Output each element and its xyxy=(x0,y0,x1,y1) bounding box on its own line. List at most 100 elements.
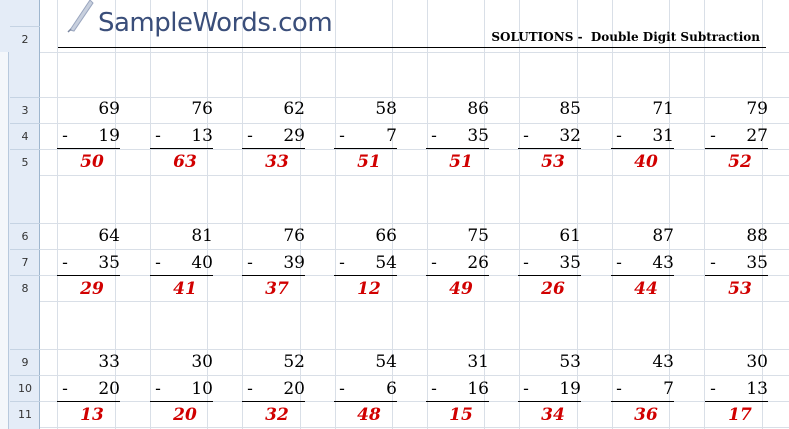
answer-line xyxy=(57,401,120,402)
subtrahend: 13 xyxy=(746,379,768,399)
logo: SampleWords.com xyxy=(48,0,348,46)
title-underline xyxy=(58,47,766,48)
minus-sign: - xyxy=(710,379,716,399)
answer-line xyxy=(611,148,674,149)
grid-vline xyxy=(150,0,151,429)
subtrahend: 7 xyxy=(663,379,674,399)
minus-sign: - xyxy=(155,126,161,146)
grid-vline xyxy=(207,0,208,429)
subtrahend: 39 xyxy=(283,253,305,273)
answer: 26 xyxy=(541,279,565,299)
answer-line xyxy=(242,275,305,276)
grid-hline xyxy=(40,275,789,276)
answer-line xyxy=(518,148,581,149)
subtrahend: 35 xyxy=(746,253,768,273)
grid-hline xyxy=(40,401,789,402)
answer: 51 xyxy=(357,152,381,172)
row-header-8[interactable]: 8 xyxy=(10,275,40,301)
row-header-5[interactable]: 5 xyxy=(10,149,40,175)
minus-sign: - xyxy=(62,253,68,273)
subtrahend: 43 xyxy=(652,253,674,273)
subtrahend: 19 xyxy=(559,379,581,399)
minuend: 71 xyxy=(652,99,674,119)
row-header-7[interactable]: 7 xyxy=(10,249,40,275)
grid-vline xyxy=(704,0,705,429)
minuend: 81 xyxy=(191,226,213,246)
minuend: 88 xyxy=(746,226,768,246)
row-header-strip: 2 3 4 5 6 7 8 9 10 11 xyxy=(0,0,40,429)
answer: 53 xyxy=(541,152,565,172)
subtrahend: 32 xyxy=(559,126,581,146)
subtrahend: 20 xyxy=(98,379,120,399)
worksheet-title: SOLUTIONS - Double Digit Subtraction xyxy=(491,30,760,44)
subtrahend: 20 xyxy=(283,379,305,399)
subtrahend: 16 xyxy=(467,379,489,399)
answer: 32 xyxy=(265,405,289,425)
grid-vline xyxy=(115,0,116,429)
answer: 52 xyxy=(728,152,752,172)
row-header-9[interactable]: 9 xyxy=(10,349,40,375)
minuend: 31 xyxy=(467,352,489,372)
minuend: 30 xyxy=(191,352,213,372)
subtrahend: 10 xyxy=(191,379,213,399)
answer: 63 xyxy=(173,152,197,172)
grid-vline xyxy=(427,0,428,429)
logo-quill-icon xyxy=(67,0,94,33)
answer-line xyxy=(705,148,768,149)
grid-vline xyxy=(612,0,613,429)
row-header-4[interactable]: 4 xyxy=(10,123,40,149)
grid-hline xyxy=(40,52,789,53)
answer: 49 xyxy=(449,279,473,299)
grid-hline xyxy=(40,97,789,98)
grid-hline xyxy=(40,349,789,350)
answer: 17 xyxy=(728,405,752,425)
row-header-2[interactable]: 2 xyxy=(10,26,40,52)
grid-hline xyxy=(40,123,789,124)
answer: 50 xyxy=(80,152,104,172)
answer-line xyxy=(426,275,489,276)
minus-sign: - xyxy=(339,126,345,146)
answer-line xyxy=(150,275,213,276)
minus-sign: - xyxy=(523,253,529,273)
answer-line xyxy=(334,401,397,402)
answer-line xyxy=(611,401,674,402)
row-header-11[interactable]: 11 xyxy=(10,401,40,427)
grid-hline xyxy=(40,375,789,376)
answer: 40 xyxy=(634,152,658,172)
answer-line xyxy=(334,275,397,276)
minus-sign: - xyxy=(616,126,622,146)
subtrahend: 35 xyxy=(467,126,489,146)
grid-vline xyxy=(484,0,485,429)
worksheet-grid[interactable] xyxy=(40,0,789,429)
answer: 33 xyxy=(265,152,289,172)
subtrahend: 35 xyxy=(559,253,581,273)
subtrahend: 26 xyxy=(467,253,489,273)
minuend: 79 xyxy=(746,99,768,119)
answer-line xyxy=(611,275,674,276)
minuend: 69 xyxy=(98,99,120,119)
answer: 20 xyxy=(173,405,197,425)
answer-line xyxy=(426,148,489,149)
answer: 29 xyxy=(80,279,104,299)
answer-line xyxy=(150,148,213,149)
answer-line xyxy=(242,401,305,402)
minuend: 76 xyxy=(191,99,213,119)
minus-sign: - xyxy=(431,253,437,273)
row-header-3[interactable]: 3 xyxy=(10,97,40,123)
answer: 51 xyxy=(449,152,473,172)
grid-vline xyxy=(392,0,393,429)
grid-hline xyxy=(40,175,789,176)
row-header-10[interactable]: 10 xyxy=(10,375,40,401)
minus-sign: - xyxy=(62,126,68,146)
grid-vline xyxy=(519,0,520,429)
minuend: 54 xyxy=(375,352,397,372)
minus-sign: - xyxy=(339,253,345,273)
grid-hline xyxy=(40,149,789,150)
grid-hline xyxy=(40,427,789,428)
row-header-6[interactable]: 6 xyxy=(10,223,40,249)
left-pane xyxy=(0,52,9,429)
minus-sign: - xyxy=(155,253,161,273)
minus-sign: - xyxy=(62,379,68,399)
minuend: 85 xyxy=(559,99,581,119)
minus-sign: - xyxy=(523,126,529,146)
